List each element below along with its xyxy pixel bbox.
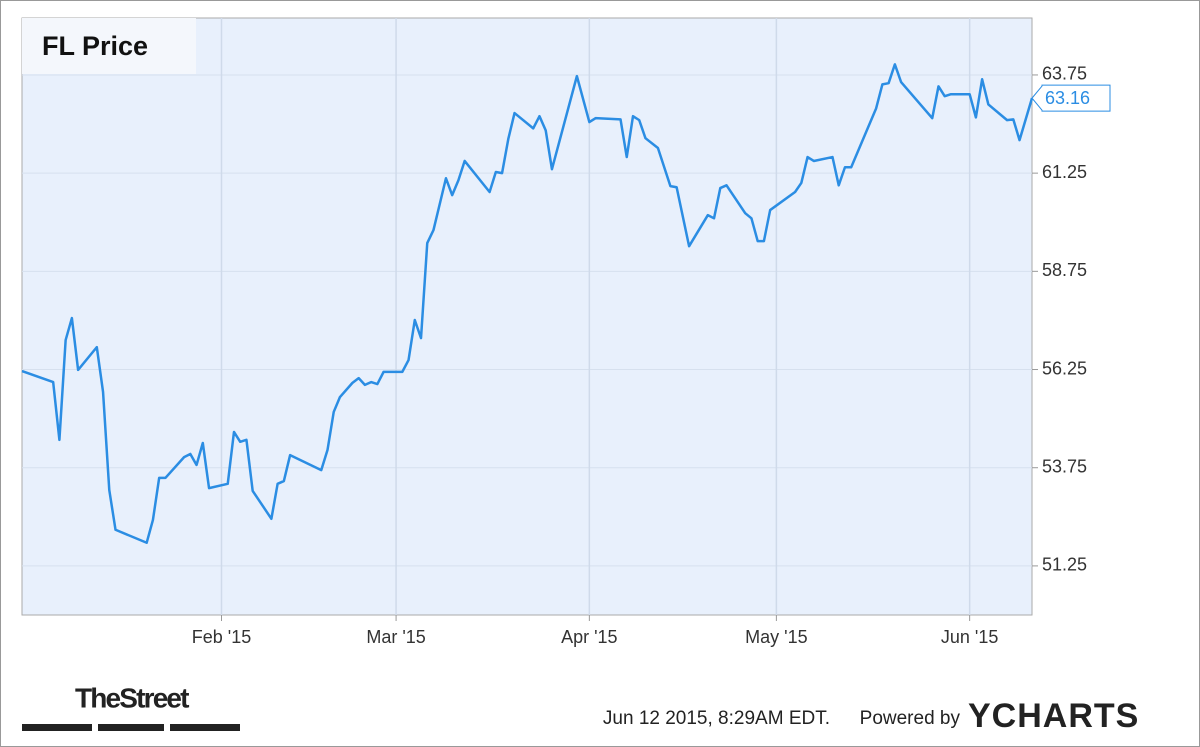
x-tick-label: Apr '15 bbox=[561, 627, 617, 647]
last-value-box bbox=[1031, 84, 1111, 112]
plot-area bbox=[21, 17, 1033, 616]
y-tick-label: 61.25 bbox=[1042, 162, 1087, 182]
y-tick-label: 56.25 bbox=[1042, 358, 1087, 378]
timestamp: Jun 12 2015, 8:29AM EDT. bbox=[603, 708, 830, 729]
x-tick-label: Jun '15 bbox=[941, 627, 998, 647]
title-box bbox=[22, 18, 196, 74]
last-value-label: 63.16 bbox=[1045, 88, 1090, 108]
price-line bbox=[21, 63, 1034, 544]
y-tick-label: 51.25 bbox=[1042, 555, 1087, 575]
x-tick-label: Mar '15 bbox=[366, 627, 425, 647]
y-tick-label: 53.75 bbox=[1042, 456, 1087, 476]
logo-bar bbox=[98, 724, 164, 731]
x-tick-label: May '15 bbox=[745, 627, 807, 647]
chart-title: FL Price bbox=[42, 31, 148, 61]
logo-bar bbox=[170, 724, 240, 731]
brand-logo: YCHARTS bbox=[968, 697, 1139, 735]
y-tick-label: 63.75 bbox=[1042, 64, 1087, 84]
y-tick-label: 58.75 bbox=[1042, 260, 1087, 280]
source-logo: TheStreet bbox=[75, 682, 189, 713]
x-tick-label: Feb '15 bbox=[192, 627, 251, 647]
logo-bar bbox=[22, 724, 92, 731]
credit: Powered by bbox=[860, 708, 961, 729]
